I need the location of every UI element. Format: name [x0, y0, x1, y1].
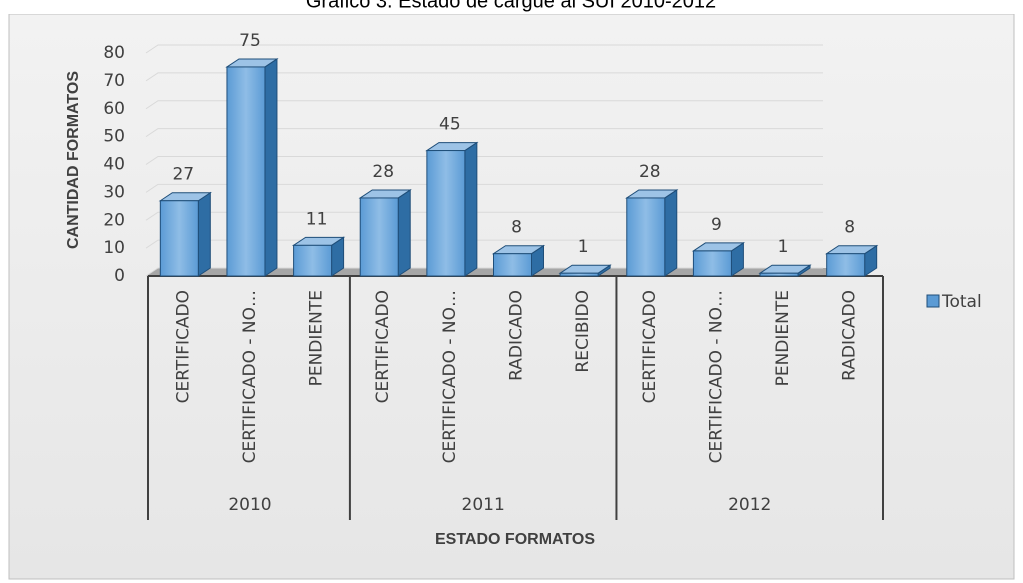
grid-line — [145, 239, 823, 249]
data-label: 28 — [639, 162, 661, 182]
top-strip — [0, 0, 1023, 14]
bar — [291, 236, 346, 277]
data-label: 1 — [578, 237, 589, 257]
legend-label: Total — [941, 292, 982, 312]
y-tick-label: 40 — [103, 155, 125, 175]
data-label: 11 — [306, 209, 328, 229]
x-tick-label: RADICADO — [840, 290, 860, 381]
x-tick-label: CERTIFICADO - NO… — [706, 290, 726, 463]
legend-swatch — [926, 294, 940, 308]
chart-title: Gráfico 3. Estado de cargue al SUI 2010-… — [306, 0, 716, 12]
bar-front — [493, 253, 532, 277]
data-label: 45 — [439, 115, 461, 135]
bar — [825, 244, 879, 277]
bar — [225, 58, 279, 277]
grid-line — [145, 156, 823, 165]
x-tick-label: RECIBIDO — [573, 290, 593, 373]
y-tick-label: 10 — [103, 238, 125, 258]
grid-line — [145, 128, 823, 138]
bar-front — [559, 272, 599, 277]
data-label: 8 — [511, 218, 522, 238]
bar-side — [197, 191, 211, 277]
bar-front — [359, 197, 399, 277]
bar-front — [692, 250, 732, 277]
bar-front — [226, 66, 266, 277]
bar — [358, 189, 412, 277]
data-label: 27 — [172, 165, 194, 185]
x-tick-label: CERTIFICADO — [640, 290, 660, 403]
chart-background — [8, 13, 1015, 580]
y-tick-label: 80 — [103, 43, 125, 63]
bar-front — [159, 200, 199, 277]
data-label: 75 — [239, 31, 261, 51]
y-axis-title: CANTIDAD FORMATOS — [65, 71, 82, 249]
y-tick-label: 60 — [103, 99, 125, 119]
bar — [758, 264, 812, 277]
grid-line — [145, 211, 823, 221]
x-axis-title: ESTADO FORMATOS — [435, 531, 595, 548]
x-tick-label: CERTIFICADO — [373, 290, 393, 403]
x-tick-label: PENDIENTE — [773, 290, 793, 386]
grid-line — [145, 100, 823, 110]
group-label: 2011 — [462, 495, 505, 515]
data-label: 8 — [844, 218, 855, 238]
x-tick-label: RADICADO — [507, 290, 527, 381]
x-tick-label: CERTIFICADO - NO… — [240, 290, 260, 463]
bar — [625, 189, 679, 277]
bar-side — [464, 141, 478, 277]
group-label: 2012 — [728, 495, 771, 515]
bar-side — [264, 58, 278, 277]
x-tick-label: CERTIFICADO - NO… — [440, 290, 460, 463]
data-label: 1 — [778, 237, 789, 257]
grid-line — [145, 44, 823, 54]
x-tick-label: PENDIENTE — [307, 290, 327, 386]
bar-front — [293, 244, 333, 277]
bar — [558, 264, 612, 277]
data-label: 28 — [372, 162, 394, 182]
grid-line — [145, 72, 823, 82]
bar-front — [826, 253, 866, 277]
bar — [158, 191, 212, 277]
x-tick-label: CERTIFICADO — [173, 290, 193, 403]
grid-line — [145, 183, 823, 193]
bar-front — [626, 197, 666, 277]
group-label: 2010 — [228, 495, 271, 515]
bar — [425, 141, 479, 277]
y-tick-label: 30 — [103, 182, 125, 202]
bar-front — [426, 150, 466, 277]
bar-front — [759, 272, 799, 277]
y-tick-label: 50 — [103, 127, 125, 147]
bar — [491, 244, 546, 277]
bar-side — [397, 189, 411, 277]
y-tick-label: 70 — [103, 71, 125, 91]
bar — [691, 241, 746, 277]
data-label: 9 — [711, 215, 722, 235]
bar-side — [664, 189, 678, 277]
y-tick-label: 0 — [114, 266, 125, 286]
y-tick-label: 20 — [103, 210, 125, 230]
